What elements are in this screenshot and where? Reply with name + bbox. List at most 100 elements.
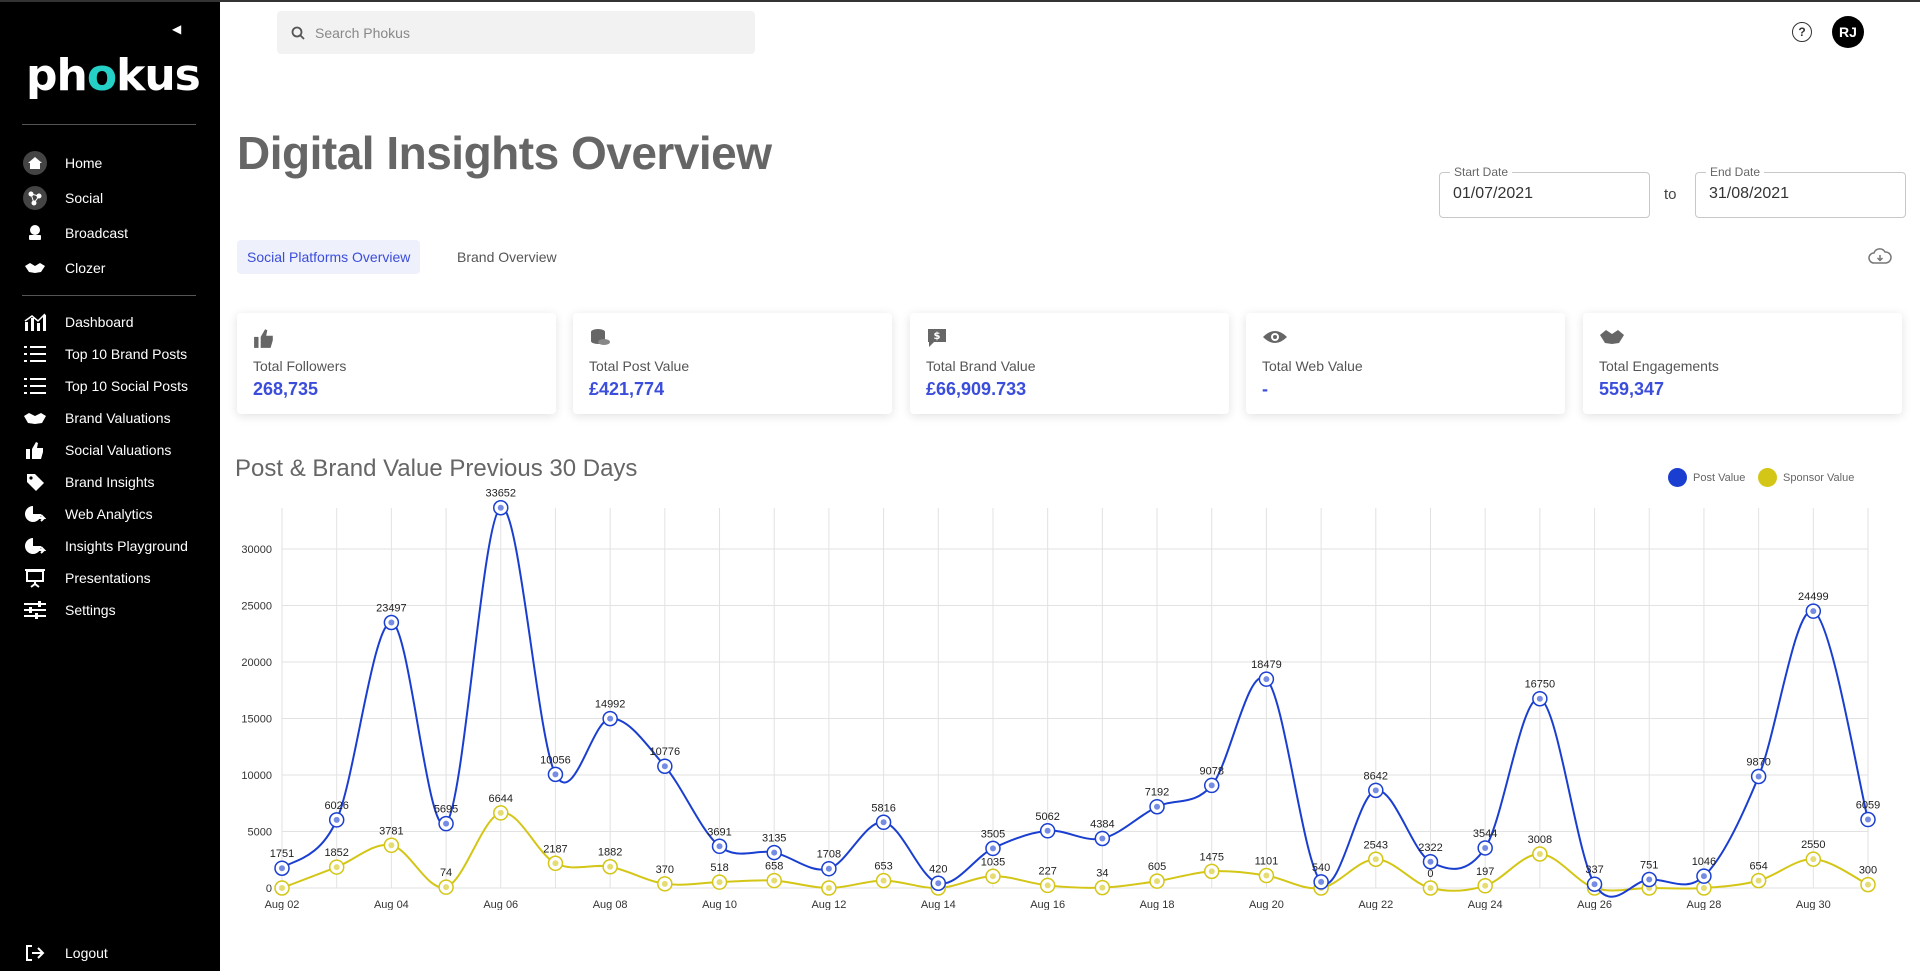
data-label: 5695 [434, 804, 458, 816]
data-label: 3691 [707, 826, 731, 838]
legend-swatch [1758, 468, 1777, 487]
data-label: 654 [1749, 861, 1767, 873]
sidebar-item-label: Home [65, 155, 103, 171]
end-date-field[interactable]: End Date [1695, 165, 1906, 218]
data-point-core [1482, 844, 1489, 851]
search-bar[interactable] [277, 11, 755, 54]
collapse-sidebar-icon[interactable]: ◀ [172, 22, 182, 36]
tab-brand-overview[interactable]: Brand Overview [457, 249, 557, 265]
data-label: 5816 [871, 802, 895, 814]
data-label: 2322 [1418, 842, 1442, 854]
sidebar-item-presentations[interactable]: Presentations [20, 564, 151, 592]
data-point-core [333, 864, 340, 871]
data-label: 1852 [324, 847, 348, 859]
card-title: Total Followers [253, 358, 347, 374]
end-date-input[interactable] [1709, 185, 1889, 203]
eye-icon [1262, 327, 1288, 352]
data-point-core [1099, 835, 1106, 842]
x-tick-label: Aug 08 [593, 899, 628, 910]
x-tick-label: Aug 04 [374, 899, 409, 910]
sidebar-item-insights-playground[interactable]: Insights Playground [20, 532, 188, 560]
sidebar-item-label: Brand Insights [65, 474, 155, 490]
legend-swatch [1668, 468, 1687, 487]
sidebar-item-top-social-posts[interactable]: Top 10 Social Posts [20, 372, 188, 400]
tab-social-platforms-overview[interactable]: Social Platforms Overview [237, 240, 421, 274]
start-date-field[interactable]: Start Date [1439, 165, 1650, 218]
data-point-core [1208, 782, 1215, 789]
pie-arrow-icon [20, 502, 50, 526]
data-point-core [279, 865, 285, 872]
data-point-core [1427, 885, 1434, 891]
help-icon[interactable]: ? [1792, 22, 1812, 42]
data-point-core [388, 619, 395, 626]
data-label: 34 [1096, 868, 1108, 880]
y-tick-label: 15000 [241, 714, 272, 726]
logout-icon [20, 941, 50, 965]
logo[interactable]: phokus [26, 50, 201, 101]
logout-button[interactable]: Logout [20, 939, 108, 967]
list-icon [20, 342, 50, 366]
sidebar-item-dashboard[interactable]: Dashboard [20, 308, 134, 336]
sidebar-item-label: Social Valuations [65, 442, 172, 458]
x-tick-label: Aug 02 [265, 899, 300, 910]
card-total-web-value: Total Web Value - [1246, 313, 1565, 414]
end-date-label: End Date [1706, 165, 1765, 179]
data-point-core [716, 879, 723, 886]
sidebar-item-broadcast[interactable]: Broadcast [20, 219, 128, 247]
legend-label: Post Value [1693, 471, 1746, 484]
data-point-core [716, 843, 723, 850]
card-total-brand-value: $ Total Brand Value £66,909.733 [910, 313, 1229, 414]
data-label: 14992 [595, 699, 626, 711]
sidebar-item-label: Settings [65, 602, 116, 618]
card-total-engagements: Total Engagements 559,347 [1583, 313, 1902, 414]
series-line-post-value [281, 506, 1869, 898]
start-date-label: Start Date [1450, 165, 1513, 179]
x-tick-label: Aug 14 [921, 899, 956, 910]
data-label: 605 [1148, 861, 1166, 873]
data-label: 3135 [762, 833, 786, 845]
data-point-core [552, 860, 559, 867]
x-tick-label: Aug 12 [811, 899, 846, 910]
card-title: Total Post Value [589, 358, 690, 374]
data-point-core [825, 865, 832, 872]
data-label: 1708 [817, 849, 841, 861]
data-label: 6026 [324, 800, 348, 812]
handshake-icon [1599, 327, 1625, 352]
sidebar-item-top-brand-posts[interactable]: Top 10 Brand Posts [20, 340, 187, 368]
card-total-post-value: Total Post Value £421,774 [573, 313, 892, 414]
broadcast-icon [20, 221, 50, 245]
sidebar-item-social[interactable]: Social [20, 184, 103, 212]
avatar[interactable]: RJ [1832, 16, 1864, 48]
sidebar-item-social-valuations[interactable]: Social Valuations [20, 436, 171, 464]
data-label: 9078 [1199, 765, 1223, 777]
y-tick-label: 25000 [241, 601, 272, 613]
sidebar-item-brand-insights[interactable]: Brand Insights [20, 468, 155, 496]
svg-text:$: $ [934, 331, 941, 342]
data-label: 3544 [1473, 828, 1497, 840]
data-label: 420 [929, 863, 947, 875]
y-tick-label: 30000 [241, 544, 272, 556]
sidebar-item-web-analytics[interactable]: Web Analytics [20, 500, 153, 528]
legend-sponsor-value[interactable]: Sponsor Value [1758, 468, 1854, 487]
y-tick-label: 5000 [248, 827, 272, 839]
sidebar-item-clozer[interactable]: Clozer [20, 254, 105, 282]
legend-label: Sponsor Value [1783, 471, 1855, 484]
start-date-input[interactable] [1453, 185, 1633, 203]
card-value: - [1262, 379, 1268, 399]
logout-label: Logout [65, 945, 108, 961]
sidebar-item-settings[interactable]: Settings [20, 596, 116, 624]
sidebar-item-brand-valuations[interactable]: Brand Valuations [20, 404, 171, 432]
data-label: 6644 [489, 793, 513, 805]
data-point-core [1154, 803, 1161, 810]
data-label: 518 [710, 862, 728, 874]
sidebar-item-home[interactable]: Home [20, 149, 102, 177]
data-label: 3008 [1528, 834, 1552, 846]
y-tick-label: 10000 [241, 770, 272, 782]
page-title: Digital Insights Overview [237, 127, 772, 179]
legend-post-value[interactable]: Post Value [1668, 468, 1745, 487]
data-label: 6059 [1856, 800, 1880, 812]
data-point-core [1482, 882, 1489, 889]
cloud-download-icon[interactable] [1868, 248, 1892, 271]
data-label: 74 [440, 867, 452, 879]
search-input[interactable] [315, 24, 715, 41]
